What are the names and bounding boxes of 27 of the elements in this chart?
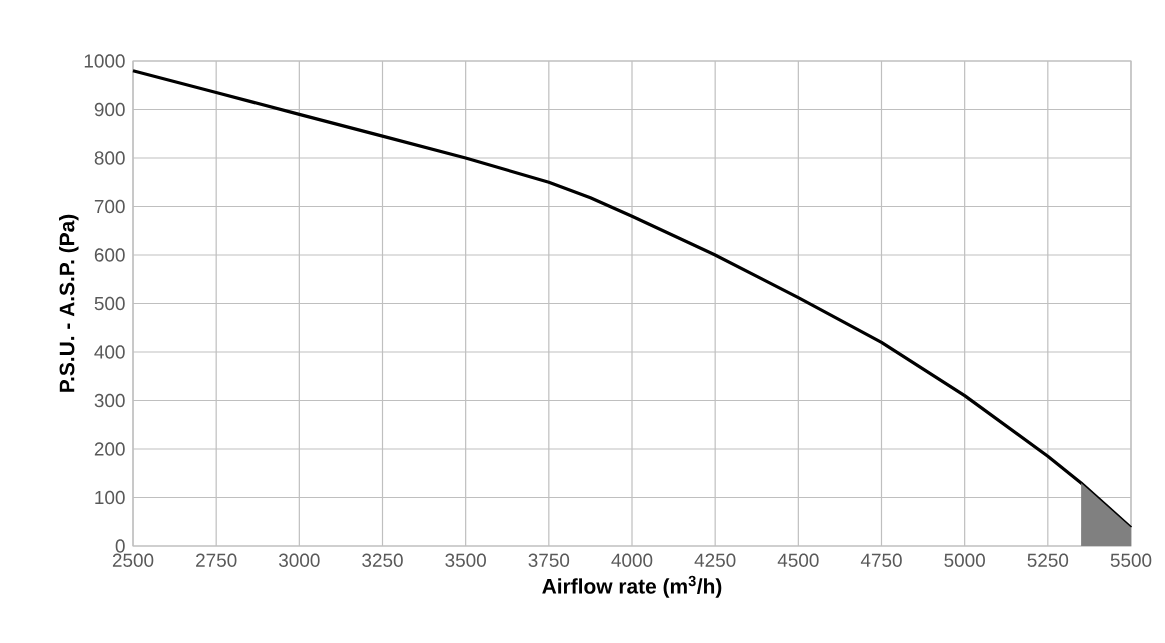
x-tick-label: 5250 (1027, 553, 1069, 567)
x-tick-label: 4750 (860, 553, 902, 567)
x-tick-label: 3250 (362, 553, 403, 567)
y-tick-label: 900 (94, 102, 125, 117)
y-tick-label: 300 (94, 393, 125, 408)
y-tick-label: 600 (94, 248, 125, 262)
x-tick-label: 5500 (1110, 553, 1152, 567)
x-tick-label: 3500 (445, 553, 486, 567)
y-tick-label: 800 (94, 151, 125, 165)
x-axis-title: Airflow rate (m$^{3}$/h) (542, 575, 722, 598)
y-tick-label: 400 (94, 345, 125, 359)
y-tick-label: 200 (94, 442, 125, 456)
x-tick-label: 2500 (112, 553, 154, 567)
x-tick-label: 4500 (777, 553, 819, 567)
line-series (131, 69, 1133, 530)
x-tick-label: 3750 (528, 553, 570, 567)
y-tick-label: 1000 (84, 54, 125, 68)
x-tick-label: 4250 (694, 553, 736, 567)
x-tick-label: 3000 (279, 553, 320, 567)
x-tick-label: 5000 (944, 553, 985, 567)
y-tick-label: 700 (94, 199, 125, 214)
x-tick-label: 4000 (611, 553, 653, 567)
y-tick-label: 100 (95, 490, 125, 505)
y-tick-label: 0 (115, 539, 125, 553)
y-axis-title: P.S.U. - A.S.P. (Pa) (59, 214, 79, 392)
y-tick-label: 500 (94, 296, 125, 311)
x-tick-label: 2750 (196, 553, 237, 567)
